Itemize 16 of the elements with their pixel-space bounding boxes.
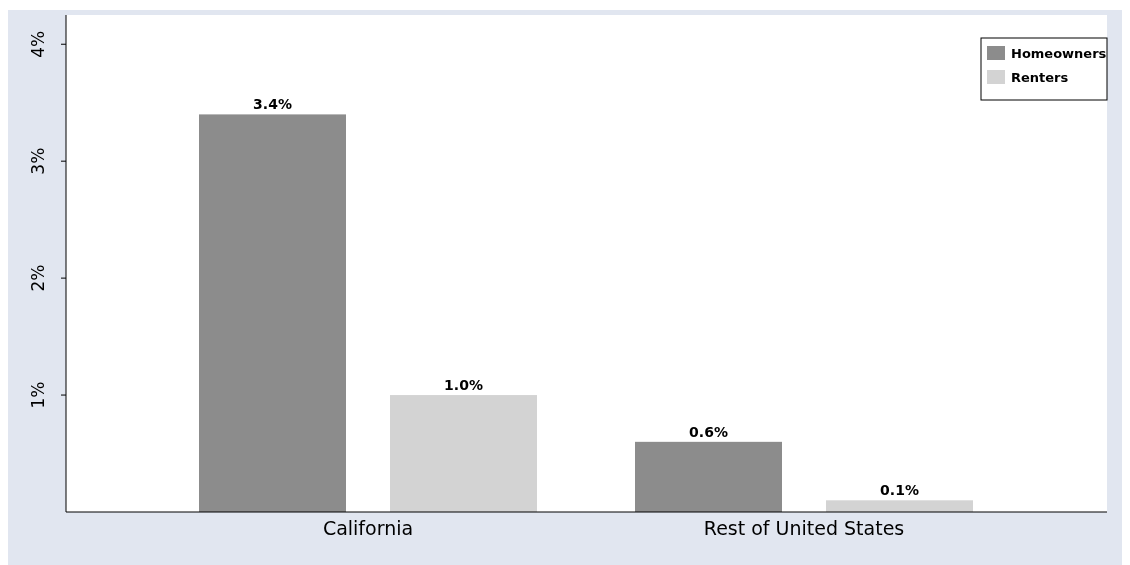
x-tick-label: Rest of United States xyxy=(703,517,905,539)
legend-label: Homeowners xyxy=(1011,46,1107,61)
y-tick-label: 2% xyxy=(28,264,48,292)
y-tick-label: 3% xyxy=(28,147,48,175)
data-label: 0.6% xyxy=(689,423,728,440)
bar xyxy=(635,441,782,512)
data-label: 1.0% xyxy=(444,377,483,394)
data-label: 3.4% xyxy=(253,96,292,113)
y-tick-label: 1% xyxy=(28,381,48,409)
y-tick-label: 4% xyxy=(28,30,48,58)
legend-label: Renters xyxy=(1011,70,1069,85)
bar xyxy=(390,395,537,512)
bar xyxy=(826,500,973,512)
data-label: 0.1% xyxy=(880,482,919,499)
x-tick-label: California xyxy=(322,517,414,539)
bar xyxy=(199,114,346,512)
